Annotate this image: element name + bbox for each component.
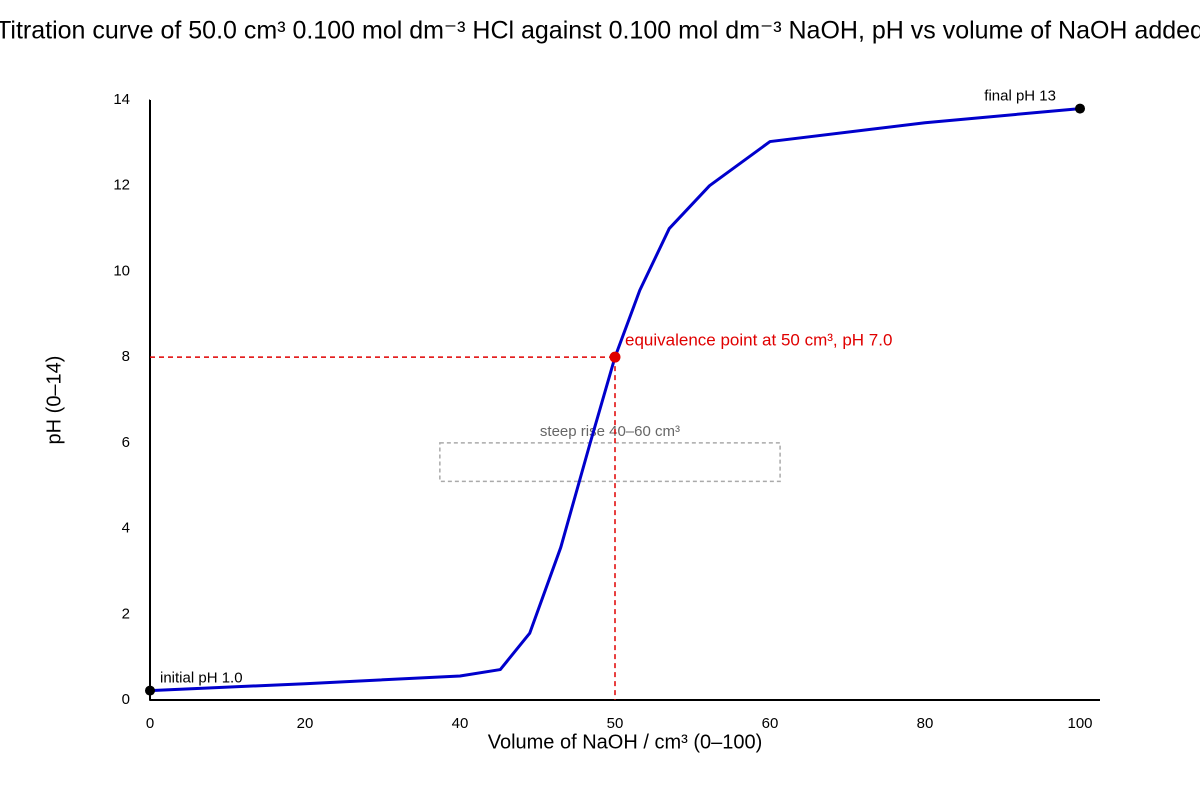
region-label: steep rise 40–60 cm³ <box>540 423 680 440</box>
y-tick-label: 10 <box>113 262 130 279</box>
y-tick-label: 12 <box>113 177 130 194</box>
endpoint-label: initial pH 1.0 <box>160 670 243 687</box>
x-tick-label: 60 <box>762 715 779 732</box>
endpoint <box>1075 103 1085 114</box>
y-tick-label: 6 <box>122 434 130 451</box>
y-tick-label: 0 <box>122 691 130 708</box>
y-tick-label: 14 <box>113 91 130 108</box>
x-tick-label: 50 <box>607 715 624 732</box>
x-axis-label: Volume of NaOH / cm³ (0–100) <box>488 731 763 753</box>
curve <box>149 107 1081 693</box>
endpoint-label: final pH 13 <box>984 88 1056 105</box>
y-axis-label: pH (0–14) <box>43 356 65 445</box>
equivalence-point <box>609 351 621 363</box>
x-tick-label: 20 <box>297 715 314 732</box>
x-tick-label: 0 <box>146 715 154 732</box>
x-tick-label: 80 <box>917 715 934 732</box>
endpoint <box>145 685 155 696</box>
chart-title: Titration curve of 50.0 cm³ 0.100 mol dm… <box>0 17 1200 45</box>
x-tick-label: 100 <box>1067 715 1092 732</box>
y-tick-label: 4 <box>122 520 130 537</box>
x-tick-label: 40 <box>452 715 469 732</box>
equivalence-label: equivalence point at 50 cm³, pH 7.0 <box>625 331 892 350</box>
y-tick-label: 2 <box>122 605 130 622</box>
y-tick-label: 8 <box>122 348 130 365</box>
region-box <box>439 442 781 483</box>
